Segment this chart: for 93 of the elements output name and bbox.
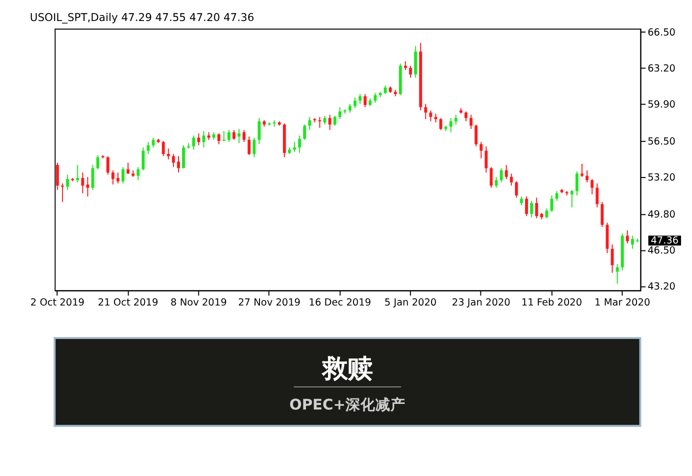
candlestick (111, 170, 114, 186)
candlestick (328, 114, 332, 131)
candlestick (106, 156, 110, 176)
candlestick (364, 94, 367, 108)
candlestick (122, 166, 124, 184)
candlestick (586, 170, 589, 183)
candlestick (222, 130, 226, 142)
chart-title: USOIL_SPT,Daily 47.29 47.55 47.20 47.36 (30, 11, 254, 24)
candlestick (630, 235, 634, 250)
x-tick-label: 2 Oct 2019 (30, 297, 84, 308)
candlestick (354, 96, 356, 109)
candlestick (308, 116, 312, 131)
candlestick (429, 110, 432, 122)
candlestick (303, 124, 306, 140)
x-tick-label: 23 Jan 2020 (452, 297, 510, 308)
candlestick (81, 172, 84, 194)
candlestick (258, 118, 261, 145)
candlestick (514, 180, 518, 198)
candlestick (227, 130, 230, 142)
y-tick-label: 53.20 (648, 172, 676, 184)
x-tick-label: 21 Oct 2019 (98, 297, 158, 308)
candlestick (56, 162, 59, 190)
candlestick (116, 172, 120, 184)
candlestick (555, 190, 558, 202)
candlestick (600, 201, 604, 228)
candlestick (177, 156, 180, 174)
candlestick (61, 182, 64, 202)
x-tick-label: 1 Mar 2020 (594, 297, 650, 308)
candlestick (626, 230, 629, 244)
candlestick (217, 132, 220, 145)
candlestick (590, 178, 594, 195)
candlestick (504, 164, 508, 180)
candlestick (470, 114, 473, 130)
x-tick-label: 16 Dec 2019 (308, 297, 372, 308)
candlestick (142, 146, 145, 171)
candlestick (570, 189, 574, 208)
candlestick (454, 114, 458, 126)
y-tick-label: 43.20 (648, 281, 676, 292)
candlestick (182, 144, 185, 169)
candlestick (86, 176, 90, 197)
candlestick (374, 92, 377, 104)
candlestick (480, 142, 483, 159)
y-tick-label: 59.90 (648, 99, 676, 110)
text: OPEC+深化减产 (289, 396, 406, 414)
candlestick (616, 264, 619, 284)
x-tick-label: 8 Nov 2019 (170, 297, 227, 308)
candlestick (232, 130, 236, 140)
y-tick-label: 49.80 (648, 209, 676, 220)
candlestick (238, 128, 240, 144)
candlestick (409, 65, 412, 78)
candlestick (535, 197, 538, 219)
candlestick (202, 130, 206, 148)
candlestick (66, 174, 69, 190)
candlestick (172, 154, 175, 168)
candlestick (242, 130, 246, 142)
candlestick (166, 148, 170, 160)
candlestick (358, 94, 362, 104)
candlestick (580, 163, 584, 178)
candlestick (484, 146, 488, 174)
candlestick (192, 134, 196, 150)
candlestick (545, 208, 548, 219)
candlestick (293, 142, 296, 152)
x-tick-label: 27 Nov 2019 (238, 297, 301, 308)
candlestick (272, 120, 276, 128)
candlestick (414, 46, 418, 78)
candlestick (525, 196, 528, 217)
candlestick (338, 106, 342, 120)
text: 47.36 (650, 235, 679, 246)
y-tick-label: 46.50 (648, 245, 676, 256)
candlestick (449, 118, 452, 133)
candlestick (318, 116, 322, 128)
x-tick-label: 11 Feb 2020 (521, 297, 582, 308)
text: 救赎 (320, 353, 372, 384)
candlestick (162, 140, 165, 157)
candlestick (596, 182, 599, 208)
y-tick-label: 63.20 (648, 63, 676, 74)
candlestick (500, 168, 503, 183)
candlestick (197, 132, 200, 146)
candlestick (576, 170, 578, 196)
candlestick (474, 124, 478, 147)
y-tick-label: 56.50 (648, 136, 676, 148)
candlestick (252, 137, 256, 158)
candlestick (424, 103, 428, 120)
x-tick-label: 5 Jan 2020 (384, 297, 437, 308)
candlestick (136, 166, 140, 181)
y-tick-label: 66.50 (648, 27, 676, 38)
candlestick (333, 115, 336, 126)
candlestick (510, 173, 513, 186)
candlestick (248, 136, 251, 156)
candlestick (76, 164, 80, 183)
candlestick (530, 200, 534, 218)
candlestick (464, 111, 468, 122)
candlestick (298, 134, 302, 154)
